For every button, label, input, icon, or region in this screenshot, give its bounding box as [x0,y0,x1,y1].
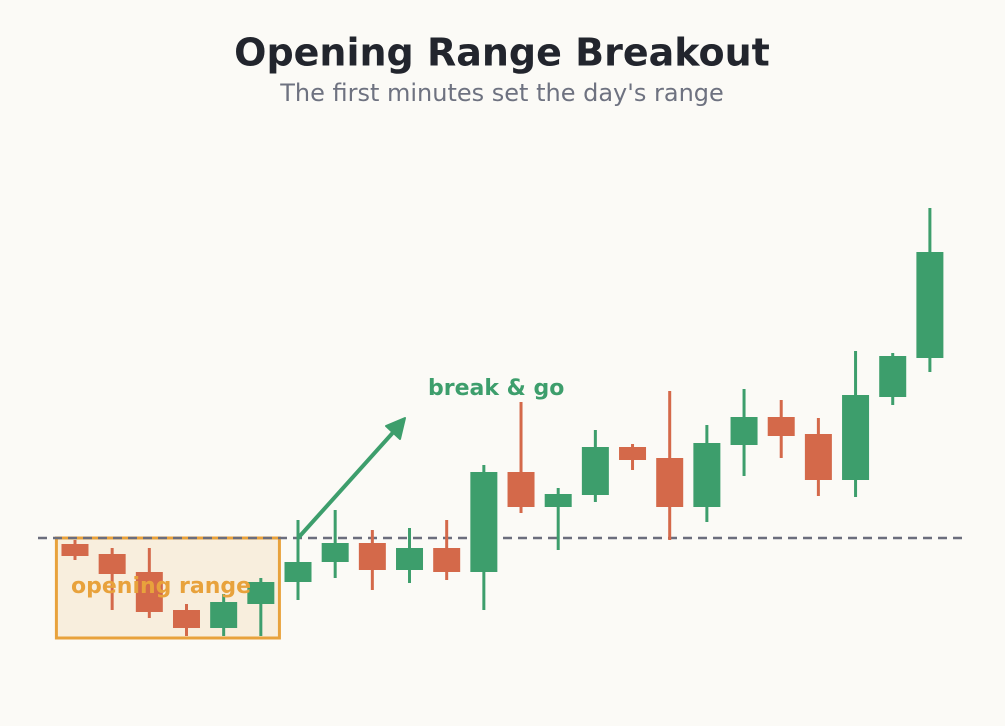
candle-body [767,417,795,436]
candle-body [284,562,312,582]
candle-body [433,548,461,572]
arrow-shaft [297,425,400,539]
chart-title: Opening Range Breakout [234,31,770,75]
annotation: break & go [428,376,564,401]
candle-body [61,544,89,556]
candle-body [135,572,163,612]
arrow-head [385,417,406,440]
opening-range-box [54,536,281,640]
candle-body [730,417,758,445]
candle-body [619,447,647,460]
opening-range-label: opening range [71,574,251,599]
chart-subtitle: The first minutes set the day's range [279,79,724,107]
candle-body [693,443,721,507]
candle-body [210,602,238,628]
candle-body [804,434,832,480]
candle-body [656,458,684,507]
candle-body [916,252,944,358]
candle-body [507,472,535,507]
candle-body [879,356,907,397]
candle-body [581,447,609,495]
candle-body [842,395,870,480]
candle-body [470,472,498,572]
candle-body [321,543,349,562]
candle-body [358,543,386,570]
candle-body [396,548,424,570]
candle-body [98,554,126,574]
candle-body [544,494,572,507]
candle-body [172,610,200,628]
candle-body [247,582,275,604]
